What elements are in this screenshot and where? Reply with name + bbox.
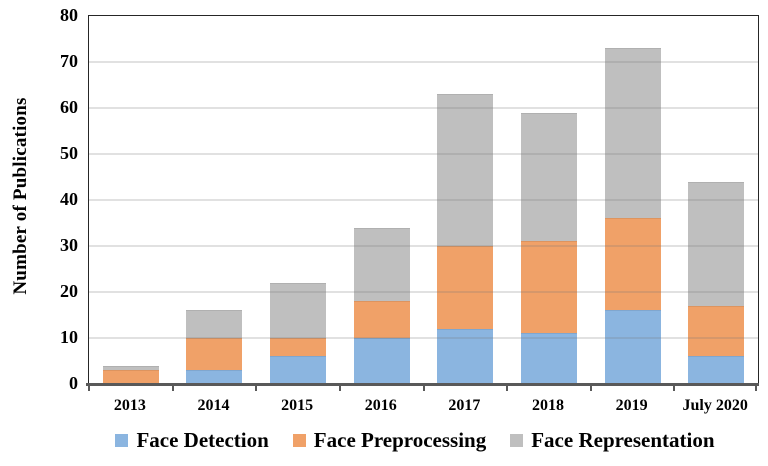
legend-item-face-detection: Face Detection	[115, 427, 269, 453]
legend-swatch-face-preprocessing	[292, 434, 306, 447]
x-label-2014: 2014	[197, 397, 230, 414]
bar-segment-face-detection-2016	[353, 338, 410, 384]
legend: Face Detection Face Preprocessing Face Rep…	[70, 425, 760, 455]
x-axis-tick-5	[506, 383, 509, 391]
bar-group-2017	[424, 16, 508, 384]
y-tick-label-40: 40	[60, 189, 78, 209]
gridline-40	[89, 199, 758, 201]
bar-group-2014	[173, 16, 257, 384]
bar-segment-face-detection-2017	[437, 328, 494, 384]
bar-segment-face-preprocessing-2014	[186, 338, 243, 371]
x-axis-labels: 2013 2014 2015 2016 2017 2018 2019 July 2020	[88, 395, 757, 419]
bar-segment-face-representation-2018	[520, 112, 577, 242]
x-axis-tick-1	[171, 383, 174, 391]
bar-segment-face-detection-2014	[186, 370, 243, 384]
y-tick-label-70: 70	[60, 51, 78, 71]
bar-segment-face-detection-2019	[604, 310, 661, 384]
x-label-2016: 2016	[364, 397, 397, 414]
bar-segment-face-representation-2019	[604, 48, 661, 219]
legend-swatch-face-detection	[115, 434, 129, 447]
bar-segment-face-representation-2014	[186, 310, 243, 339]
y-tick-label-20: 20	[60, 281, 78, 301]
x-axis-tick-3	[338, 383, 341, 391]
x-axis-ticks	[88, 383, 757, 392]
x-axis-tick-8	[755, 383, 757, 391]
x-label-2018: 2018	[531, 397, 564, 414]
bar-group-2013	[89, 16, 173, 384]
x-axis-tick-4	[422, 383, 425, 391]
bar-segment-face-detection-2018	[520, 333, 577, 384]
bar-group-2015	[256, 16, 340, 384]
bar-group-2016	[340, 16, 424, 384]
gridline-30	[89, 245, 758, 247]
x-label-july-2020: July 2020	[682, 397, 748, 414]
y-tick-label-30: 30	[60, 235, 78, 255]
bar-segment-face-preprocessing-july-2020	[688, 305, 745, 357]
bar-segment-face-detection-2015	[270, 356, 327, 384]
bar-segment-face-preprocessing-2017	[437, 246, 494, 329]
x-axis-line	[86, 383, 759, 386]
bar-segment-face-preprocessing-2018	[520, 241, 577, 334]
bar-segment-face-representation-july-2020	[688, 181, 745, 306]
legend-swatch-face-representation	[510, 434, 524, 447]
bar-segment-face-preprocessing-2019	[604, 218, 661, 311]
gridline-20	[89, 291, 758, 293]
bar-segment-face-preprocessing-2015	[270, 338, 327, 357]
x-axis-tick-7	[673, 383, 676, 391]
bar-group-2019	[591, 16, 675, 384]
x-axis-tick-2	[255, 383, 258, 391]
legend-item-face-preprocessing: Face Preprocessing	[292, 427, 487, 453]
gridline-70	[89, 61, 758, 63]
x-axis-tick-6	[589, 383, 592, 391]
y-tick-label-60: 60	[60, 97, 78, 117]
x-axis-tick-0	[88, 383, 90, 391]
bar-segment-face-preprocessing-2016	[353, 301, 410, 338]
y-tick-label-10: 10	[60, 327, 78, 347]
x-label-2019: 2019	[615, 397, 648, 414]
bar-group-july-2020	[674, 16, 758, 384]
bar-segment-face-representation-2016	[353, 227, 410, 302]
x-label-2015: 2015	[281, 397, 314, 414]
gridline-50	[89, 153, 758, 155]
plot-area	[88, 15, 759, 384]
legend-item-face-representation: Face Representation	[510, 427, 715, 453]
y-tick-label-80: 80	[60, 5, 78, 25]
x-label-2013: 2013	[113, 397, 146, 414]
legend-label-face-preprocessing: Face Preprocessing	[313, 427, 487, 452]
legend-label-face-detection: Face Detection	[136, 427, 269, 452]
x-label-2017: 2017	[448, 397, 481, 414]
bar-segment-face-representation-2015	[270, 282, 327, 339]
bar-segment-face-representation-2013	[102, 365, 159, 371]
bar-segment-face-detection-july-2020	[688, 356, 745, 384]
bar-group-2018	[507, 16, 591, 384]
y-tick-label-0: 0	[69, 373, 78, 393]
legend-label-face-representation: Face Representation	[531, 427, 715, 452]
bar-segment-face-representation-2017	[437, 94, 494, 247]
gridline-10	[89, 337, 758, 339]
gridline-60	[89, 107, 758, 109]
bar-segment-face-preprocessing-2013	[102, 370, 159, 384]
y-tick-label-50: 50	[60, 143, 78, 163]
